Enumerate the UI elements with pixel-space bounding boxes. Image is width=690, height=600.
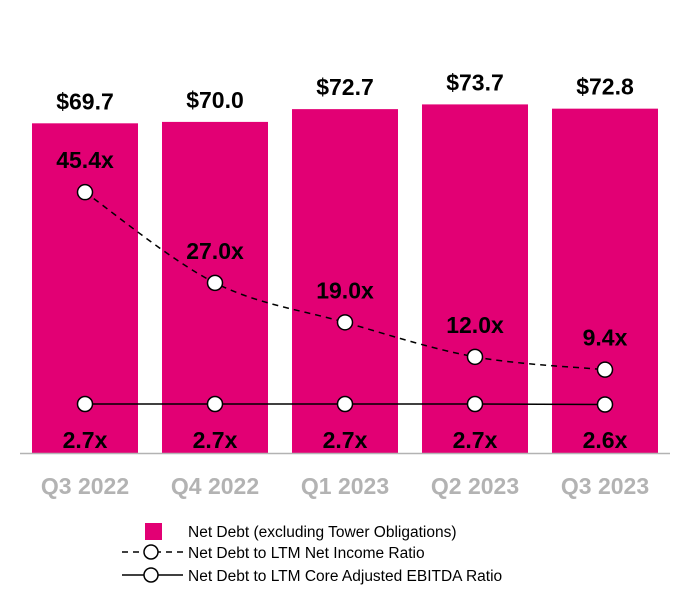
net-income-ratio-point xyxy=(336,314,354,331)
bar xyxy=(292,109,398,453)
x-tick-label: Q3 2023 xyxy=(561,473,649,499)
legend-marker-solid xyxy=(143,567,159,583)
legend-label-dashed: Net Debt to LTM Net Income Ratio xyxy=(188,545,425,562)
net-income-ratio-label: 27.0x xyxy=(186,238,244,264)
legend-label-bar: Net Debt (excluding Tower Obligations) xyxy=(188,524,457,541)
legend-swatch-bar xyxy=(145,523,162,540)
net-income-ratio-label: 12.0x xyxy=(446,312,504,338)
x-tick-label: Q1 2023 xyxy=(301,473,389,499)
ebitda-ratio-label: 2.6x xyxy=(583,427,628,453)
net-income-ratio-point xyxy=(206,274,224,292)
ebitda-ratio-point xyxy=(206,395,224,413)
x-tick-label: Q3 2022 xyxy=(41,473,129,499)
ebitda-ratio-point xyxy=(76,395,94,413)
net-income-ratio-point xyxy=(466,348,484,366)
ebitda-ratio-label: 2.7x xyxy=(453,427,498,453)
bar-value-label: $69.7 xyxy=(56,88,114,114)
ebitda-ratio-point xyxy=(336,395,354,413)
bar-value-label: $70.0 xyxy=(186,87,244,113)
net-income-ratio-label: 45.4x xyxy=(56,147,114,173)
bar xyxy=(552,108,658,453)
net-income-ratio-label: 19.0x xyxy=(316,277,374,303)
x-tick-label: Q4 2022 xyxy=(171,473,259,499)
bar-value-label: $72.8 xyxy=(576,74,634,100)
legend-marker-dashed xyxy=(143,544,159,560)
net-income-ratio-label: 9.4x xyxy=(583,325,628,351)
legend-label-solid: Net Debt to LTM Core Adjusted EBITDA Rat… xyxy=(188,568,502,585)
bar-value-label: $73.7 xyxy=(446,69,504,95)
legend: Net Debt (excluding Tower Obligations) N… xyxy=(122,523,502,585)
ebitda-ratio-label: 2.7x xyxy=(63,427,108,453)
net-income-ratio-line xyxy=(84,191,606,371)
ebitda-ratio-point xyxy=(596,396,614,413)
ebitda-ratio-label: 2.7x xyxy=(323,427,368,453)
bar xyxy=(422,104,528,454)
x-tick-label: Q2 2023 xyxy=(431,473,519,499)
ebitda-ratio-point xyxy=(466,395,484,413)
net-income-ratio-point xyxy=(596,361,614,378)
net-income-ratio-point xyxy=(76,183,94,201)
bar-value-label: $72.7 xyxy=(316,74,374,100)
ebitda-ratio-label: 2.7x xyxy=(193,427,238,453)
